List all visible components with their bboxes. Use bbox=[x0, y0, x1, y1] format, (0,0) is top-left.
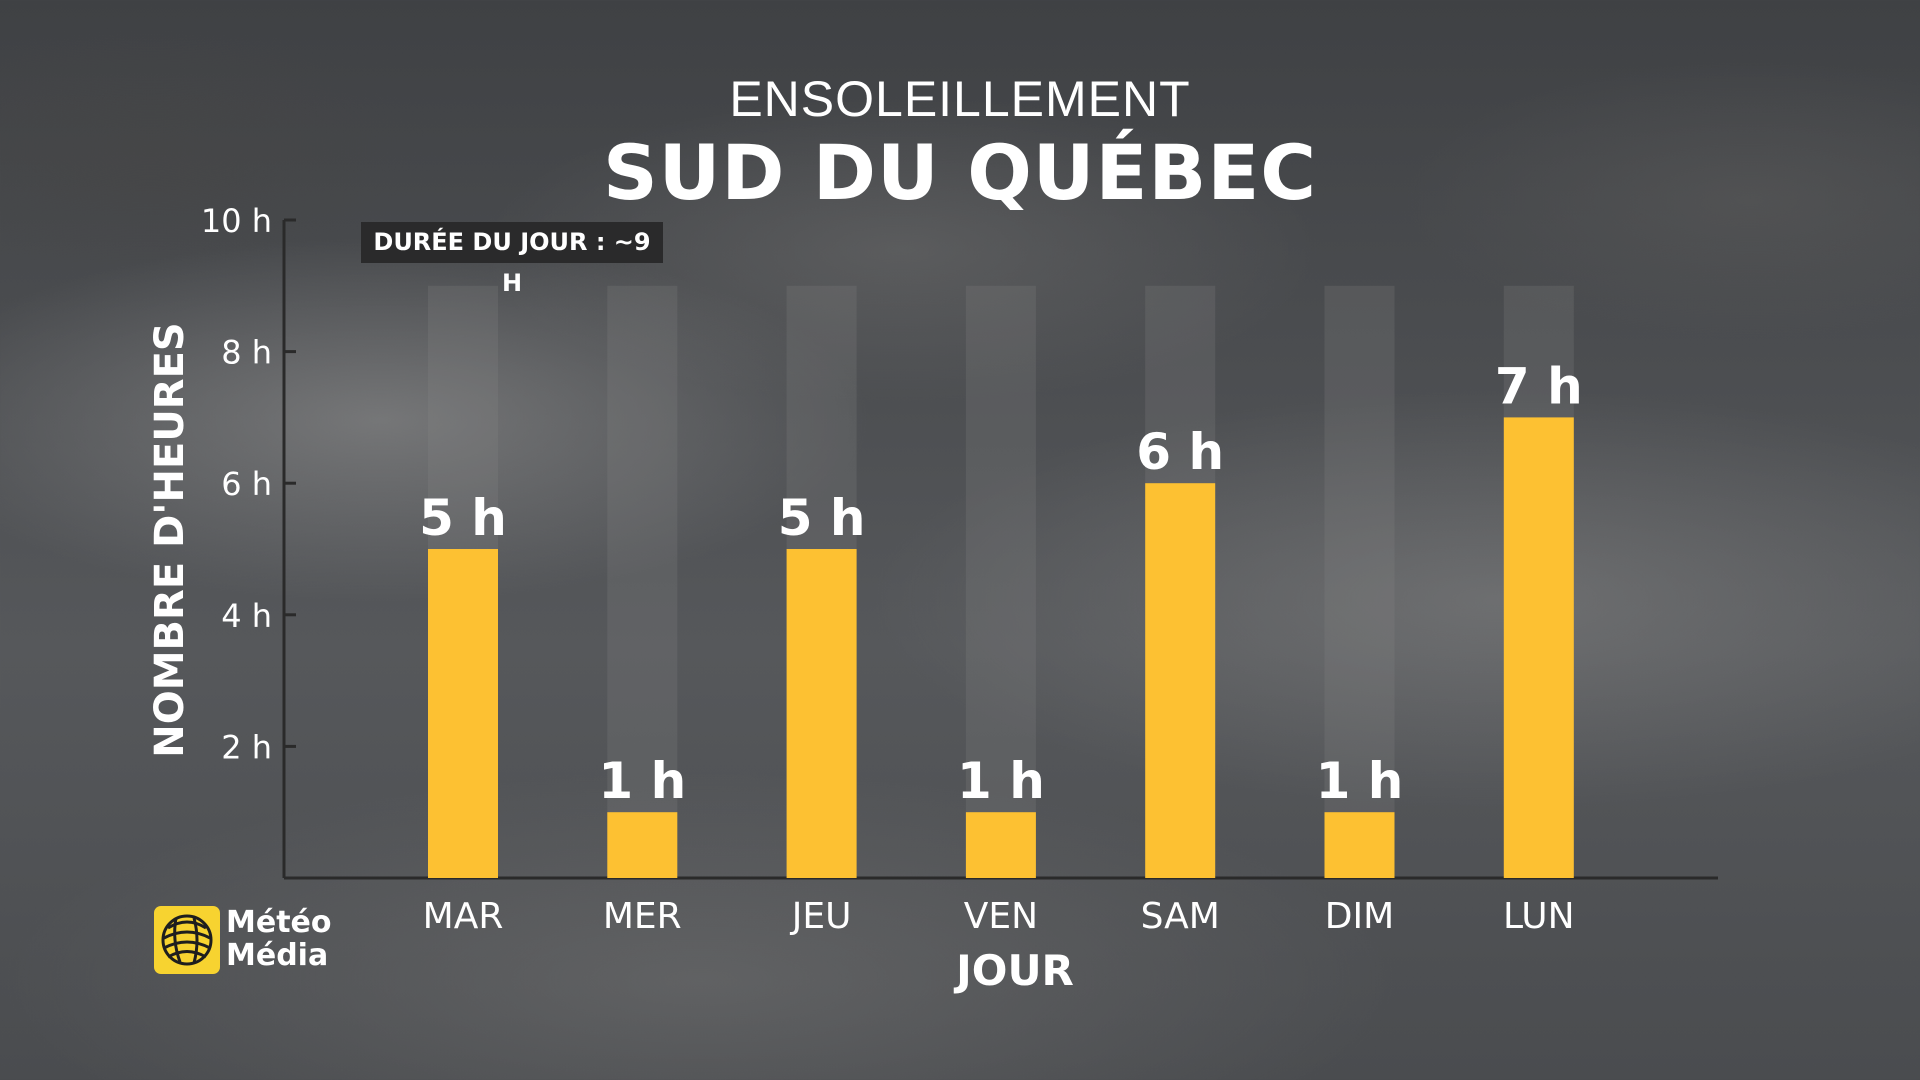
sunshine-bar bbox=[965, 812, 1036, 878]
sun-globe-icon bbox=[154, 906, 220, 974]
meteomedia-logo: Météo Média bbox=[154, 906, 334, 978]
y-tick-label: 4 h bbox=[221, 597, 272, 635]
y-axis-title-text: NOMBRE D'HEURES bbox=[147, 322, 193, 758]
logo-line-1: Météo bbox=[226, 905, 332, 940]
bar-value-label: 6 h bbox=[1136, 423, 1224, 481]
y-tick-label: 10 h bbox=[201, 202, 272, 240]
logo-text: Météo Média bbox=[226, 906, 332, 972]
x-axis-title: JOUR bbox=[956, 946, 1074, 995]
x-tick-label: SAM bbox=[1141, 896, 1220, 937]
x-tick-label: LUN bbox=[1503, 896, 1575, 937]
chart-title: SUD DU QUÉBEC bbox=[602, 128, 1318, 217]
x-tick-label: JEU bbox=[790, 896, 852, 937]
y-tick-label: 2 h bbox=[221, 728, 272, 766]
x-tick-label: MAR bbox=[423, 896, 504, 937]
bar-value-label: 7 h bbox=[1495, 357, 1583, 415]
sunshine-bar bbox=[1145, 483, 1216, 878]
sunshine-bar bbox=[786, 549, 857, 878]
logo-line-2: Média bbox=[226, 938, 329, 973]
day-length-bar bbox=[1324, 285, 1395, 878]
bar-value-label: 1 h bbox=[598, 752, 686, 810]
day-length-badge: DURÉE DU JOUR : ~9 H bbox=[361, 222, 663, 297]
x-tick-label: DIM bbox=[1325, 896, 1394, 937]
bar-value-label: 5 h bbox=[419, 489, 507, 547]
bar-value-label: 1 h bbox=[957, 752, 1045, 810]
y-tick-label: 6 h bbox=[221, 465, 272, 503]
sunshine-bar bbox=[607, 812, 678, 878]
sunshine-bar bbox=[1324, 812, 1395, 878]
day-length-bar bbox=[607, 285, 678, 878]
sunshine-bar bbox=[428, 549, 498, 878]
x-tick-label: MER bbox=[603, 896, 682, 937]
bar-value-label: 1 h bbox=[1316, 752, 1404, 810]
x-tick-label: VEN bbox=[964, 896, 1038, 937]
y-tick-label: 8 h bbox=[221, 334, 272, 372]
chart-subtitle: ENSOLEILLEMENT bbox=[729, 71, 1191, 127]
bar-value-label: 5 h bbox=[778, 489, 866, 547]
day-length-bar bbox=[965, 285, 1036, 878]
sunshine-bar bbox=[1503, 417, 1574, 878]
